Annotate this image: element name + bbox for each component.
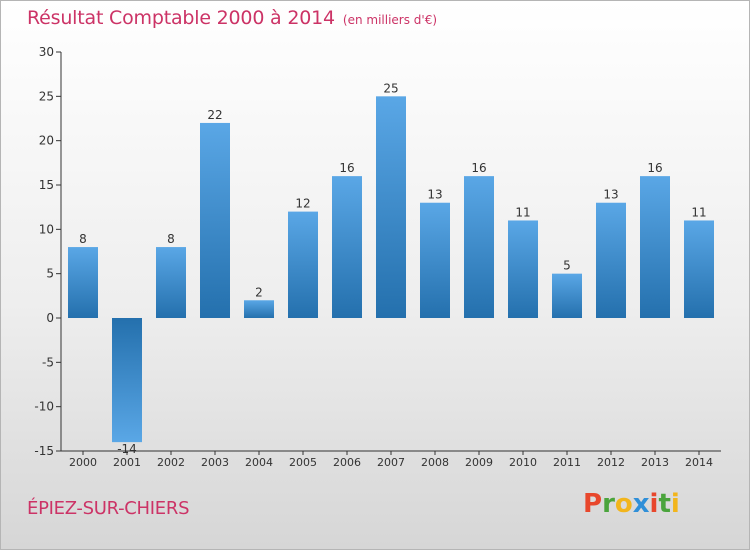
data-label: 13 (603, 188, 618, 202)
logo-letter: P (583, 489, 603, 519)
x-tick-label: 2005 (289, 456, 317, 469)
data-label: 16 (647, 161, 662, 175)
data-label: 2 (255, 285, 263, 299)
bar (552, 273, 582, 318)
y-tick-label: 5 (46, 267, 54, 281)
logo-letter: o (614, 489, 633, 519)
data-label: 13 (427, 188, 442, 202)
x-tick-label: 2007 (377, 456, 405, 469)
data-label: 22 (207, 108, 222, 122)
data-label: -14 (117, 442, 137, 456)
bar (640, 176, 670, 318)
bars (68, 96, 714, 443)
proxiti-logo[interactable]: Proxiti (583, 489, 680, 519)
x-tick-label: 2013 (641, 456, 669, 469)
y-tick-label: 30 (39, 45, 54, 59)
x-tick-label: 2010 (509, 456, 537, 469)
y-tick-label: 0 (46, 311, 54, 325)
x-tick-label: 2003 (201, 456, 229, 469)
commune-name: ÉPIEZ-SUR-CHIERS (27, 498, 190, 519)
y-tick-label: -10 (34, 400, 54, 414)
y-tick-label: 25 (39, 89, 54, 103)
logo-letter: i (649, 489, 659, 519)
logo-letter: i (670, 489, 680, 519)
x-tick-label: 2006 (333, 456, 361, 469)
data-label: 11 (691, 205, 706, 219)
data-label: 25 (383, 81, 398, 95)
y-tick-label: 10 (39, 222, 54, 236)
bar (332, 176, 362, 318)
bar (244, 300, 274, 318)
y-tick-label: 15 (39, 178, 54, 192)
x-tick-label: 2000 (69, 456, 97, 469)
bar (596, 202, 626, 318)
x-tick-label: 2002 (157, 456, 185, 469)
x-tick-label: 2004 (245, 456, 273, 469)
bar (288, 211, 318, 318)
bar (508, 220, 538, 318)
x-tick-label: 2011 (553, 456, 581, 469)
bar (112, 318, 142, 443)
data-label: 8 (167, 232, 175, 246)
data-label: 5 (563, 259, 571, 273)
bar (68, 247, 98, 318)
logo-letter: r (602, 489, 615, 519)
logo-letter: x (632, 489, 650, 519)
x-tick-label: 2014 (685, 456, 713, 469)
y-tick-label: -5 (42, 355, 54, 369)
data-label: 16 (471, 161, 486, 175)
data-label: 8 (79, 232, 87, 246)
y-tick-label: -15 (34, 444, 54, 458)
logo-letter: t (658, 489, 671, 519)
chart-subtitle: (en milliers d'€) (342, 13, 438, 27)
x-tick-label: 2008 (421, 456, 449, 469)
x-tick-label: 2009 (465, 456, 493, 469)
data-label: 12 (295, 197, 310, 211)
bar (684, 220, 714, 318)
bar (376, 96, 406, 318)
bar (420, 202, 450, 318)
chart-title: Résultat Comptable 2000 à 2014 (27, 7, 335, 29)
data-label: 11 (515, 205, 530, 219)
bar (200, 122, 230, 318)
y-tick-label: 20 (39, 134, 54, 148)
data-label: 16 (339, 161, 354, 175)
bar (464, 176, 494, 318)
chart-header: Résultat Comptable 2000 à 2014 (en millie… (27, 7, 437, 29)
x-tick-label: 2001 (113, 456, 141, 469)
bar (156, 247, 186, 318)
x-tick-label: 2012 (597, 456, 625, 469)
